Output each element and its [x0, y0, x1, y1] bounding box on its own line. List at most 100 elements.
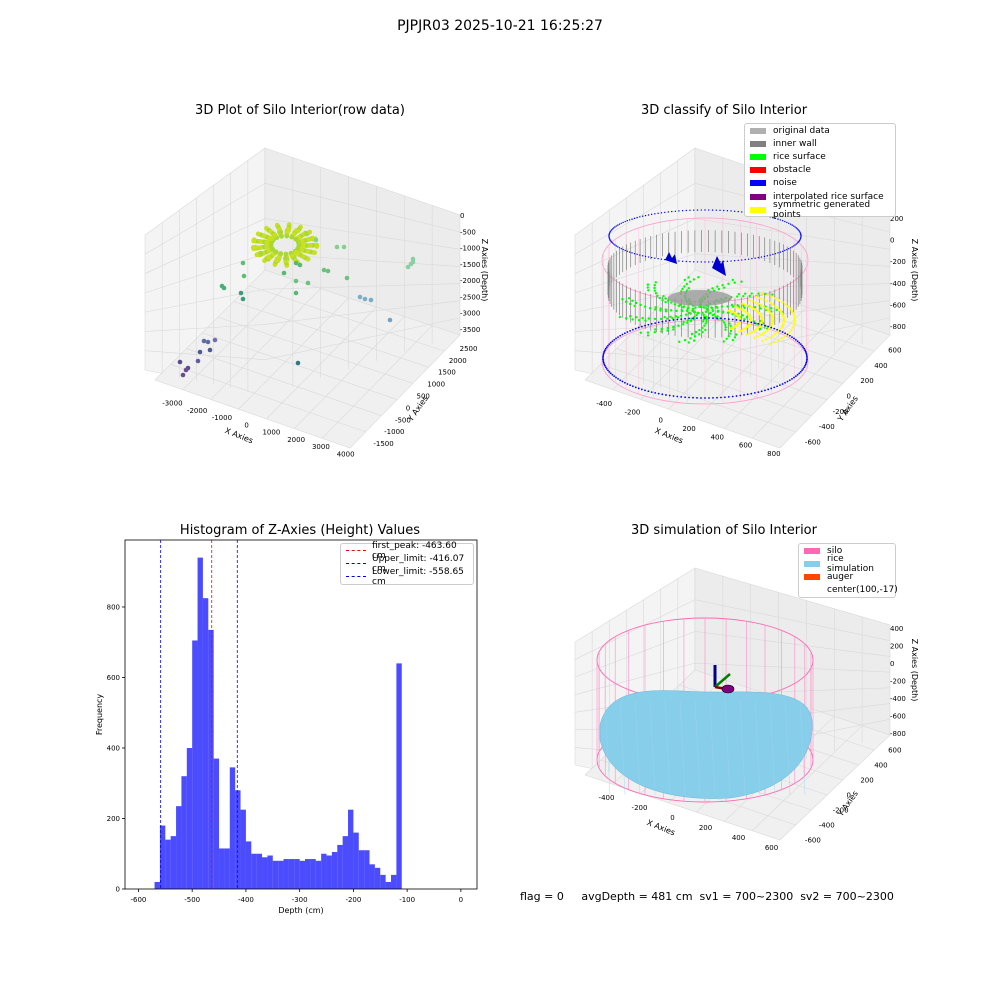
symmetric-point: [754, 301, 757, 304]
noise-point: [760, 256, 763, 258]
grid-line: [249, 285, 445, 352]
noise-point: [739, 319, 742, 322]
rice-surface-point: [699, 305, 702, 309]
noise-point: [684, 396, 687, 399]
noise-point: [791, 336, 793, 339]
grid-line: [264, 317, 461, 361]
histogram-bar: [267, 855, 273, 889]
noise-point: [791, 224, 793, 226]
noise-cluster: [665, 252, 677, 264]
histogram-legend: first_peak: -463.60 cm Upper_limit: -416.…: [340, 541, 474, 587]
rice-surface-point: [722, 321, 726, 324]
noise-point: [784, 220, 786, 223]
y-tick-label: 200: [860, 777, 873, 785]
noise-point: [720, 396, 722, 399]
histogram-title: Histogram of Z-Axies (Height) Values: [179, 523, 421, 538]
z-tick-label: -800: [890, 323, 906, 331]
rice-surface-point: [653, 308, 657, 311]
noise-point: [688, 317, 690, 320]
histogram-bar: [337, 844, 343, 889]
z-tick-label: -2000: [460, 277, 480, 285]
rice-surface-point: [694, 330, 698, 334]
noise-point: [788, 334, 791, 337]
noise-point: [776, 328, 779, 331]
simulation-panel-title: 3D simulation of Silo Interior: [631, 523, 817, 538]
legend-item: rice simulation: [799, 554, 895, 574]
y-tick-label: 200: [107, 815, 120, 823]
noise-point: [798, 372, 801, 375]
rice-surface-point: [666, 326, 669, 330]
noise-point: [618, 247, 621, 249]
rice-surface-point: [661, 298, 664, 302]
symmetric-point: [781, 312, 784, 316]
x-axis-label: Depth (cm): [278, 906, 323, 915]
noise-point: [654, 322, 657, 325]
rice-surface-point: [721, 311, 724, 314]
noise-point: [770, 326, 773, 329]
noise-point: [743, 394, 745, 396]
noise-point: [613, 375, 616, 378]
noise-point: [796, 340, 799, 343]
noise-point: [696, 209, 699, 211]
legend-label: obstacle: [773, 165, 811, 176]
noise-point: [624, 220, 626, 223]
histogram-bar: [208, 629, 214, 889]
noise-point: [665, 394, 667, 396]
data-point: [279, 233, 284, 239]
symmetric-point: [759, 333, 762, 337]
y-tick-label: -1500: [373, 440, 393, 448]
noise-point: [605, 346, 608, 349]
noise-point: [692, 317, 694, 320]
noise-point: [767, 325, 770, 328]
grid-line: [632, 332, 828, 400]
rice-surface-point: [727, 282, 730, 285]
rice-surface-point: [680, 309, 683, 312]
data-point: [283, 251, 289, 257]
rice-surface-point: [755, 322, 758, 325]
x-tick-label: -200: [345, 896, 361, 904]
symmetric-point: [756, 327, 759, 330]
rice-surface-point: [654, 281, 657, 284]
noise-point: [693, 261, 695, 263]
data-point: [253, 244, 258, 250]
rice-surface-point: [743, 292, 747, 295]
rice-surface-point: [727, 334, 731, 338]
noise-point: [757, 391, 760, 394]
noise-point: [757, 256, 760, 259]
noise-point: [796, 373, 799, 376]
symmetric-point: [762, 305, 765, 309]
noise-point: [631, 218, 633, 220]
symmetric-point: [734, 305, 737, 309]
noise-point: [668, 319, 671, 322]
legend-swatch: [804, 573, 820, 580]
z-tick-label: -200: [890, 678, 906, 686]
noise-point: [693, 209, 695, 211]
rice-surface-point: [735, 333, 738, 336]
histogram-bar: [272, 860, 279, 889]
noise-point: [772, 216, 774, 219]
rice-surface-point: [627, 297, 631, 300]
symmetric-point: [786, 305, 790, 308]
rice-surface-point: [775, 308, 778, 312]
y-tick-label: 1500: [438, 369, 456, 377]
legend-swatch: [750, 153, 766, 160]
histogram-bar: [283, 859, 289, 889]
grid-line: [144, 253, 266, 294]
rice-surface-point: [710, 306, 714, 310]
rice-surface-point: [664, 297, 667, 300]
grid-line: [217, 316, 413, 384]
grid-line: [696, 306, 807, 420]
noise-point: [716, 396, 718, 399]
rice-surface-point: [683, 285, 686, 288]
noise-point: [795, 227, 798, 229]
rice-surface-point: [647, 289, 650, 292]
noise-point: [777, 218, 779, 220]
data-point: [269, 240, 274, 246]
legend-swatch: [750, 167, 766, 174]
legend-swatch: [750, 180, 766, 187]
data-point: [205, 339, 211, 345]
noise-point: [799, 370, 802, 373]
symmetric-point: [771, 317, 775, 320]
noise-point: [799, 239, 801, 241]
noise-point: [621, 333, 624, 336]
